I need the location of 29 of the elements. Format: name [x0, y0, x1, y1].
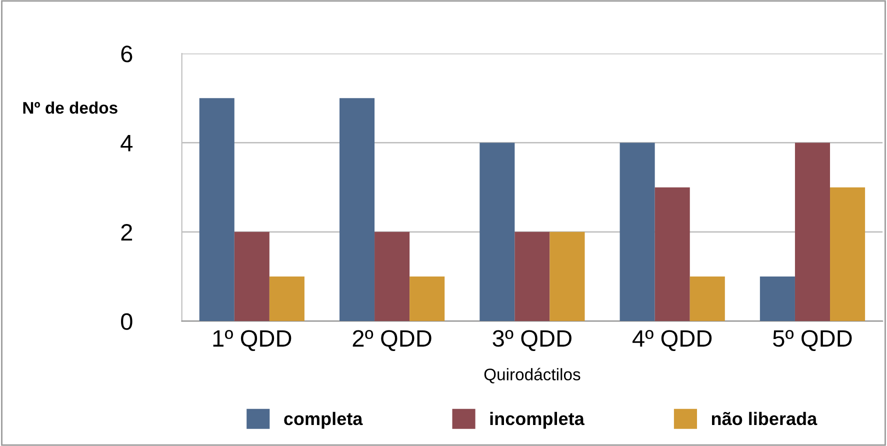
y-axis-title: Nº de dedos — [23, 102, 118, 114]
bar — [830, 187, 866, 322]
legend-label: não liberada — [712, 412, 818, 426]
x-tick-label: 1º QDD — [213, 330, 292, 352]
bar — [374, 232, 410, 322]
bar — [340, 98, 375, 322]
bar — [654, 187, 690, 322]
y-tick-label: 4 — [120, 135, 133, 152]
bar — [480, 142, 515, 322]
y-tick-label: 0 — [121, 313, 132, 330]
legend-label: completa — [284, 412, 363, 429]
x-tick-label: 3º QDD — [492, 330, 572, 352]
bar — [550, 232, 585, 322]
bar — [690, 276, 725, 322]
x-tick-label: 2º QDD — [352, 330, 432, 352]
bar — [269, 276, 304, 322]
x-axis-title: Quirodáctilos — [484, 368, 580, 384]
bar — [410, 276, 445, 322]
bar — [794, 142, 830, 322]
x-tick-label: 4º QDD — [632, 330, 712, 352]
bar — [620, 142, 655, 322]
y-tick-label: 2 — [121, 224, 132, 240]
y-tick-label: 6 — [121, 46, 132, 62]
bar — [199, 98, 234, 322]
x-tick-label: 5º QDD — [773, 330, 852, 352]
bar — [234, 232, 270, 322]
bar — [514, 232, 550, 322]
legend-label: incompleta — [490, 412, 584, 429]
bar — [760, 276, 795, 322]
